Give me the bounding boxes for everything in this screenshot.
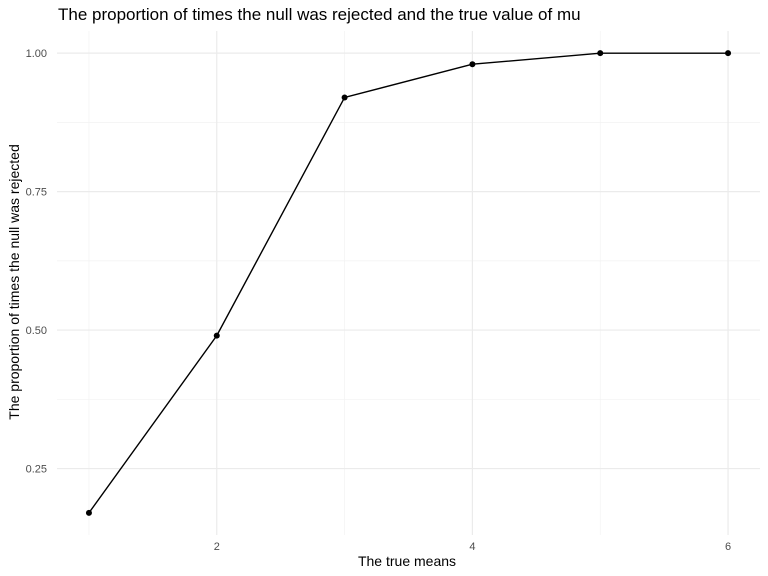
data-point-2 (341, 94, 348, 101)
data-point-3 (469, 61, 476, 68)
y-tick-label-0: 0.25 (26, 464, 47, 476)
x-axis-title: The true means (358, 553, 456, 569)
x-tick-label-0: 2 (214, 541, 220, 553)
y-tick-label-2: 0.75 (26, 187, 47, 199)
y-tick-labels: 0.25 0.50 0.75 1.00 (26, 48, 47, 475)
data-point-1 (213, 332, 220, 339)
data-point-5 (725, 50, 732, 57)
y-axis-title: The proportion of times the null was rej… (6, 144, 22, 419)
data-point-0 (85, 509, 92, 516)
x-tick-label-1: 4 (469, 541, 475, 553)
x-tick-label-2: 6 (725, 541, 731, 553)
y-tick-label-1: 0.50 (26, 325, 47, 337)
data-point-4 (597, 50, 604, 57)
points-group (85, 50, 732, 516)
minor-grid (57, 31, 760, 535)
y-tick-label-3: 1.00 (26, 48, 47, 60)
x-tick-labels: 2 4 6 (214, 541, 731, 553)
series-group (88, 52, 729, 514)
chart-title: The proportion of times the null was rej… (58, 5, 581, 24)
series-line (88, 52, 729, 514)
